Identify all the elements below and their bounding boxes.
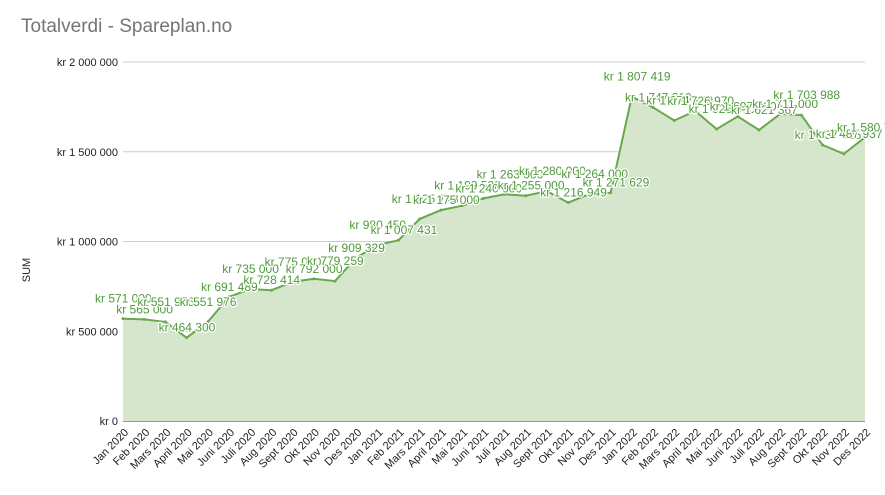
data-label: kr 551 976 xyxy=(180,295,237,309)
data-point xyxy=(248,287,252,291)
data-point xyxy=(524,194,528,198)
data-label: kr 1 726 970 xyxy=(667,94,734,108)
data-label: kr 1 271 629 xyxy=(583,176,650,190)
data-label: kr 1 487 937 xyxy=(816,127,883,141)
data-point xyxy=(587,192,591,196)
data-point xyxy=(672,118,676,122)
data-label: kr 1 580 7 xyxy=(837,120,885,134)
y-tick-label: kr 2 000 000 xyxy=(57,57,118,69)
data-point xyxy=(439,208,443,212)
data-label: kr 1 626 000 xyxy=(689,102,756,116)
data-point xyxy=(481,196,485,200)
data-point xyxy=(630,95,634,99)
data-point xyxy=(269,288,273,292)
data-points xyxy=(121,95,867,340)
data-label: kr 1 175 000 xyxy=(413,193,480,207)
y-tick-label: kr 500 000 xyxy=(66,326,118,338)
data-label: kr 464 300 xyxy=(159,321,216,335)
data-label: kr 1 537 925 xyxy=(795,128,862,142)
data-label: kr 980 450 xyxy=(349,218,406,232)
data-label: kr 775 000 xyxy=(265,255,322,269)
data-point xyxy=(863,135,867,139)
data-point xyxy=(375,243,379,247)
y-axis-label: SUM xyxy=(21,258,33,282)
data-point xyxy=(460,204,464,208)
data-point xyxy=(227,295,231,299)
y-tick-label: kr 1 500 000 xyxy=(57,147,118,159)
data-label: kr 1 007 431 xyxy=(371,223,438,237)
data-label: kr 571 000 xyxy=(95,292,152,306)
y-tick-label: kr 0 xyxy=(100,416,118,428)
data-point xyxy=(842,152,846,156)
data-point xyxy=(693,109,697,113)
data-label: kr 1 255 000 xyxy=(498,179,565,193)
data-point xyxy=(333,279,337,283)
data-point xyxy=(121,317,125,321)
data-label: kr 565 000 xyxy=(116,302,173,316)
data-point xyxy=(185,336,189,340)
data-point xyxy=(736,114,740,118)
data-point xyxy=(312,277,316,281)
data-label: kr 1 199 538 xyxy=(434,179,501,193)
data-label: kr 728 414 xyxy=(243,273,300,287)
data-point xyxy=(503,192,507,196)
y-axis-ticks: kr 0 kr 500 000 kr 1 000 000 kr 1 500 000 kr… xyxy=(57,57,118,428)
data-label: kr 1 621 367 xyxy=(731,103,798,117)
data-label: kr 779 259 xyxy=(307,254,364,268)
data-label: kr 792 000 xyxy=(286,262,343,276)
data-label: kr 1 747 310 xyxy=(625,90,692,104)
data-label: kr 1 263 000 xyxy=(477,167,544,181)
data-label: kr 1 711 000 xyxy=(752,97,818,111)
data-label: kr 551 976 xyxy=(137,295,194,309)
data-label: kr 909 329 xyxy=(328,241,385,255)
data-point xyxy=(778,112,782,116)
data-point xyxy=(757,128,761,132)
data-point xyxy=(291,280,295,284)
data-point xyxy=(206,320,210,324)
data-point xyxy=(397,238,401,242)
y-tick-label: kr 1 000 000 xyxy=(57,237,118,249)
series-line xyxy=(122,95,866,339)
data-point xyxy=(651,105,655,109)
chart-title: Totalverdi - Spareplan.no xyxy=(21,16,233,37)
data-point xyxy=(566,201,570,205)
data-point xyxy=(821,143,825,147)
data-point xyxy=(799,113,803,117)
data-label: kr 1 703 988 xyxy=(773,88,840,102)
series-area xyxy=(123,96,865,421)
data-point xyxy=(715,127,719,131)
data-label: kr 735 000 xyxy=(222,262,279,276)
data-label: kr 1 240 000 xyxy=(455,181,522,195)
data-label: kr 1 807 419 xyxy=(604,70,671,84)
data-point xyxy=(142,317,146,321)
data-point xyxy=(545,189,549,193)
data-label: kr 1 280 000 xyxy=(519,164,586,178)
data-point xyxy=(418,217,422,221)
data-point xyxy=(163,320,167,324)
data-label: kr 691 489 xyxy=(201,280,258,294)
data-label: kr 1 674 230 xyxy=(646,93,713,107)
data-label: kr 1 125 743 xyxy=(392,192,459,206)
data-point xyxy=(354,256,358,260)
data-point xyxy=(609,191,613,195)
data-label: kr 1 216 949 xyxy=(540,186,607,200)
data-label: kr 1 264 000 xyxy=(561,167,628,181)
data-label: kr 1 697 000 xyxy=(710,99,777,113)
